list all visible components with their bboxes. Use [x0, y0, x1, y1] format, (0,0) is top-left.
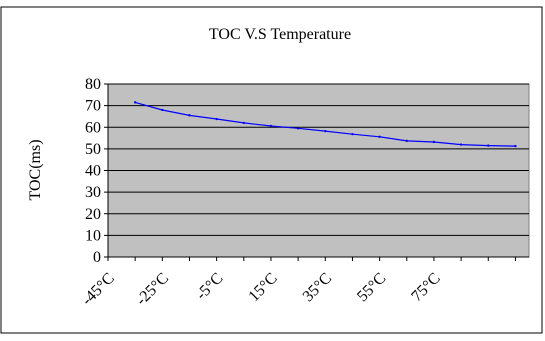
y-tick-label: 70 [85, 98, 101, 115]
toc-data-point [324, 129, 327, 133]
toc-data-point [459, 143, 463, 146]
toc-data-point [405, 139, 408, 143]
toc-data-point [432, 140, 436, 144]
toc-data-point [514, 144, 517, 148]
y-axis-label: TOC(ms) [27, 139, 44, 200]
toc-data-point [242, 121, 246, 125]
y-tick-label: 10 [85, 227, 101, 244]
toc-data-point [296, 127, 300, 130]
y-tick-label: 50 [85, 141, 101, 158]
y-tick-label: 20 [85, 206, 101, 223]
toc-data-point [351, 132, 354, 136]
toc-data-point [133, 101, 137, 104]
y-tick-label: 40 [85, 163, 101, 180]
y-tick-label: 60 [85, 119, 101, 136]
toc-data-point [269, 124, 273, 128]
toc-data-point [215, 117, 218, 121]
toc-data-point [487, 144, 490, 147]
y-tick-label: 30 [85, 184, 101, 201]
chart-title: TOC V.S Temperature [209, 26, 351, 43]
toc-data-point [188, 114, 191, 117]
y-tick-label: 0 [93, 249, 101, 266]
y-tick-label: 80 [85, 76, 101, 93]
toc-data-point [161, 108, 164, 112]
toc-data-point [378, 135, 381, 138]
